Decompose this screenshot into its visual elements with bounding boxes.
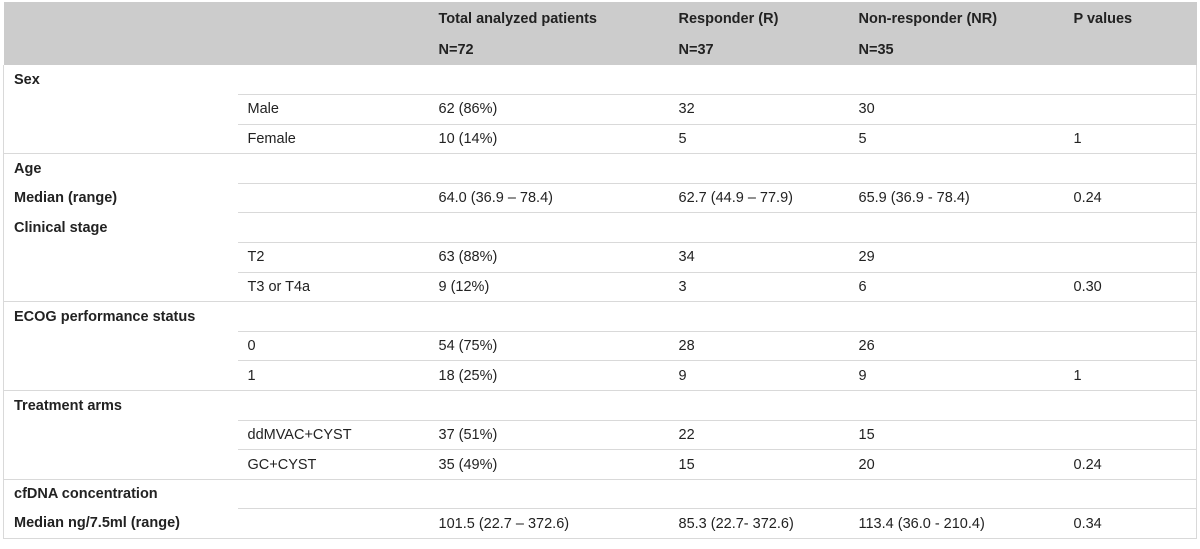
non-responder-cell: 9 (848, 360, 1064, 392)
header-cell (3, 2, 238, 34)
non-responder-cell: 29 (848, 242, 1064, 273)
responder-cell: 3 (668, 272, 849, 303)
header-total-n: N=72 (428, 34, 669, 65)
header-p-values: P values (1063, 2, 1197, 34)
row-label (237, 183, 429, 214)
responder-cell: 22 (668, 420, 849, 451)
header-responder-n: N=37 (668, 34, 849, 65)
total-cell: 35 (49%) (428, 449, 669, 480)
section-row-cfdna: cfDNA concentration (3, 479, 1197, 510)
total-cell: 18 (25%) (428, 360, 669, 392)
responder-cell: 34 (668, 242, 849, 273)
non-responder-cell: 5 (848, 124, 1064, 155)
total-cell: 37 (51%) (428, 420, 669, 451)
non-responder-cell: 20 (848, 449, 1064, 480)
section-row-stage: Clinical stage (3, 212, 1197, 244)
total-cell: 101.5 (22.7 – 372.6) (428, 508, 669, 539)
row-label: 1 (237, 360, 429, 392)
non-responder-cell: 30 (848, 94, 1064, 125)
non-responder-cell: 6 (848, 272, 1064, 303)
non-responder-cell: 113.4 (36.0 - 210.4) (848, 508, 1064, 539)
row-label: T2 (237, 242, 429, 273)
responder-cell: 5 (668, 124, 849, 155)
total-cell: 54 (75%) (428, 331, 669, 362)
table-row: T2 63 (88%) 34 29 (3, 242, 1197, 273)
table-row: Male 62 (86%) 32 30 (3, 94, 1197, 125)
total-cell: 63 (88%) (428, 242, 669, 273)
header-cell (3, 34, 238, 65)
table-row: Female 10 (14%) 5 5 1 (3, 124, 1197, 155)
responder-cell: 62.7 (44.9 – 77.9) (668, 183, 849, 214)
section-title-age: Age (3, 153, 238, 184)
row-label: GC+CYST (237, 449, 429, 480)
p-value-cell: 0.34 (1063, 508, 1197, 539)
header-cell (237, 2, 429, 34)
p-value-cell: 0.24 (1063, 449, 1197, 480)
p-value-cell (1063, 94, 1197, 125)
table-row: Median ng/7.5ml (range) 101.5 (22.7 – 37… (3, 508, 1197, 539)
total-cell: 62 (86%) (428, 94, 669, 125)
total-cell: 9 (12%) (428, 272, 669, 303)
p-value-cell: 0.30 (1063, 272, 1197, 303)
section-title-sex: Sex (3, 65, 238, 95)
row-label (237, 508, 429, 539)
table-row: 1 18 (25%) 9 9 1 (3, 360, 1197, 392)
table-row: ddMVAC+CYST 37 (51%) 22 15 (3, 420, 1197, 451)
non-responder-cell: 26 (848, 331, 1064, 362)
header-cell (237, 34, 429, 65)
table-row: Median (range) 64.0 (36.9 – 78.4) 62.7 (… (3, 183, 1197, 214)
responder-cell: 85.3 (22.7- 372.6) (668, 508, 849, 539)
p-value-cell (1063, 242, 1197, 273)
header-non-responder: Non-responder (NR) (848, 2, 1064, 34)
table-row: 0 54 (75%) 28 26 (3, 331, 1197, 362)
header-non-responder-n: N=35 (848, 34, 1064, 65)
row-label: Female (237, 124, 429, 155)
section-title-stage: Clinical stage (3, 212, 238, 243)
p-value-cell: 1 (1063, 360, 1197, 392)
table-row: GC+CYST 35 (49%) 15 20 0.24 (3, 449, 1197, 480)
row-label: 0 (237, 331, 429, 362)
row-label: ddMVAC+CYST (237, 420, 429, 451)
row-label: T3 or T4a (237, 272, 429, 303)
responder-cell: 32 (668, 94, 849, 125)
p-value-cell: 1 (1063, 124, 1197, 155)
section-row-ecog: ECOG performance status (3, 301, 1197, 332)
section-row-sex: Sex (3, 65, 1197, 96)
section-subtitle-cfdna: Median ng/7.5ml (range) (3, 508, 238, 539)
responder-cell: 15 (668, 449, 849, 480)
row-label: Male (237, 94, 429, 125)
header-cell (1063, 34, 1197, 65)
p-value-cell (1063, 420, 1197, 451)
p-value-cell: 0.24 (1063, 183, 1197, 214)
responder-cell: 9 (668, 360, 849, 392)
table-row: T3 or T4a 9 (12%) 3 6 0.30 (3, 272, 1197, 303)
section-title-cfdna: cfDNA concentration (3, 479, 238, 509)
header-responder: Responder (R) (668, 2, 849, 34)
header-row-counts: N=72 N=37 N=35 (3, 34, 1197, 65)
total-cell: 10 (14%) (428, 124, 669, 155)
header-row-labels: Total analyzed patients Responder (R) No… (3, 2, 1197, 34)
section-title-ecog: ECOG performance status (3, 301, 238, 332)
patient-characteristics-table: Total analyzed patients Responder (R) No… (3, 2, 1197, 539)
section-title-arms: Treatment arms (3, 390, 238, 421)
non-responder-cell: 15 (848, 420, 1064, 451)
section-row-age: Age (3, 153, 1197, 184)
p-value-cell (1063, 331, 1197, 362)
non-responder-cell: 65.9 (36.9 - 78.4) (848, 183, 1064, 214)
section-row-arms: Treatment arms (3, 390, 1197, 421)
responder-cell: 28 (668, 331, 849, 362)
section-subtitle-age: Median (range) (3, 183, 238, 213)
total-cell: 64.0 (36.9 – 78.4) (428, 183, 669, 214)
header-total-patients: Total analyzed patients (428, 2, 669, 34)
